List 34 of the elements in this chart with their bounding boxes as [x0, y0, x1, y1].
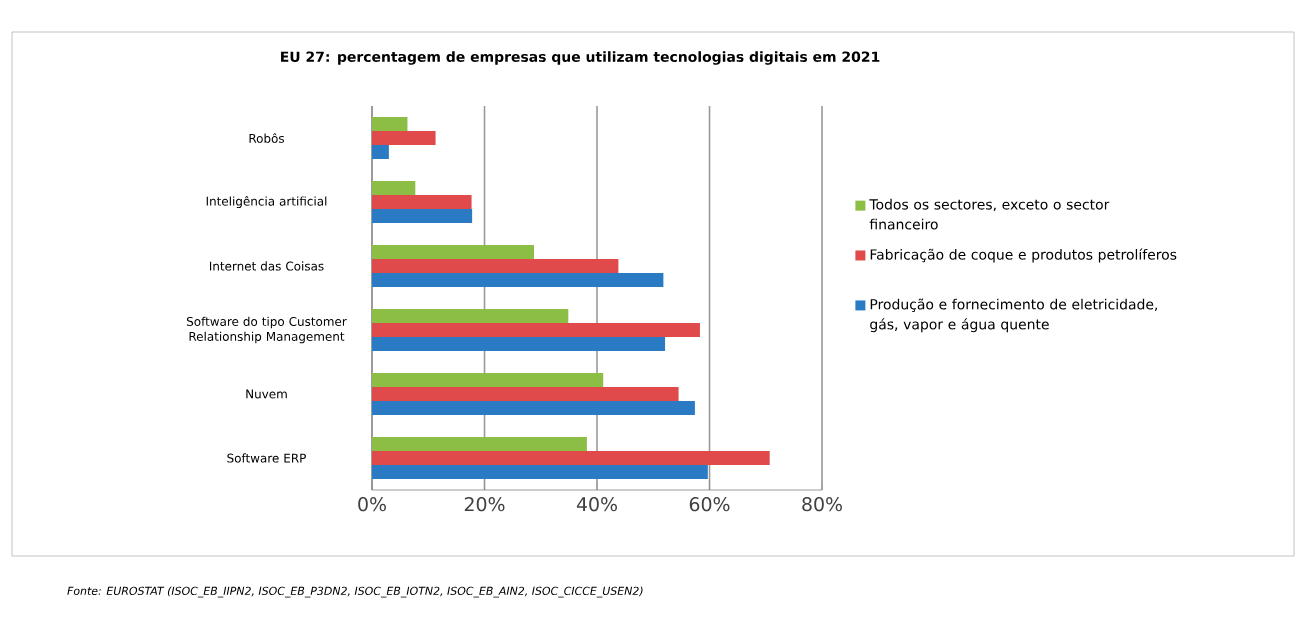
bar: [372, 401, 695, 415]
bar: [372, 245, 535, 259]
y-tick-label: Nuvem: [246, 389, 287, 399]
bar: [372, 259, 619, 273]
source-note: Fonte: EUROSTAT (ISOC_EB_IIPN2, ISOC_EB_P3DN2, ISOC_EB_IOTN2, ISOC_EB_AIN2, ISOC_CICCE_USEN2): [67, 586, 643, 598]
bar: [372, 145, 389, 159]
bar: [372, 209, 473, 223]
bar: [372, 337, 666, 351]
bar: [372, 309, 569, 323]
x-tick-label: 40%: [576, 497, 617, 512]
chart-title: EU 27: percentagem de empresas que utilizam tecnologias digitais em 2021: [281, 51, 880, 65]
y-tick-label: Software ERP: [227, 453, 306, 463]
bar: [372, 273, 664, 287]
legend-label: Fabricação de coque e produtos petrolíferos: [870, 248, 1177, 263]
y-tick-label: Internet das Coisas: [209, 261, 324, 271]
bar: [372, 181, 416, 195]
y-tick-label: Robôs: [249, 133, 285, 143]
x-tick-label: 80%: [802, 497, 842, 512]
bar: [372, 465, 708, 480]
x-tick-label: 0%: [358, 497, 386, 512]
y-tick-label: Inteligência artificial: [206, 195, 327, 209]
bar: [372, 323, 700, 337]
bar: [372, 117, 408, 131]
legend-label: Produção e fornecimento de eletricidade, gás, vapor e água quente: [870, 298, 1158, 333]
bar: [372, 373, 604, 387]
bar: [372, 387, 679, 401]
bar: [372, 451, 770, 465]
y-tick-label: Software do tipo Customer Relationship Management: [186, 316, 347, 344]
bar: [372, 195, 472, 209]
legend-label: Todos os sectores, exceto o sector financeiro: [869, 198, 1110, 230]
bar: [372, 437, 587, 451]
x-tick-label: 20%: [464, 497, 505, 512]
bar: [372, 131, 436, 145]
x-tick-label: 60%: [689, 497, 730, 512]
